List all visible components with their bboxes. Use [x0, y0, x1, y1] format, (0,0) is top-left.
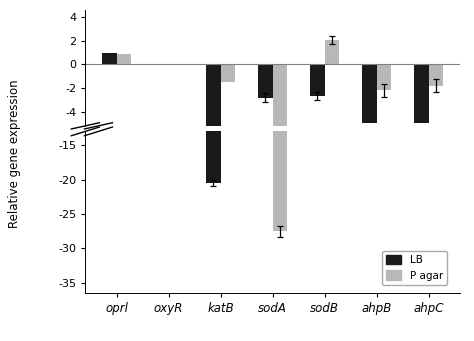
Text: Relative gene expression: Relative gene expression [8, 79, 21, 228]
Bar [310, 42, 325, 60]
Bar [206, 64, 220, 306]
Bar [414, 42, 428, 76]
Bar [220, 64, 235, 82]
Bar [376, 64, 391, 90]
Bar [102, 53, 117, 64]
Bar [414, 64, 428, 123]
Bar [325, 40, 339, 64]
Bar [362, 64, 376, 123]
Bar [428, 42, 443, 54]
Bar [273, 64, 287, 341]
Bar [206, 42, 220, 183]
Bar [258, 42, 273, 61]
Bar [258, 64, 273, 98]
Bar [362, 42, 376, 76]
Bar [117, 36, 131, 42]
Bar [310, 64, 325, 97]
Bar [376, 42, 391, 57]
Bar [117, 54, 131, 64]
Bar [428, 64, 443, 86]
Bar [273, 42, 287, 231]
Bar [102, 35, 117, 42]
Bar [325, 27, 339, 42]
Legend: LB, P agar: LB, P agar [382, 251, 447, 285]
Bar [220, 42, 235, 52]
